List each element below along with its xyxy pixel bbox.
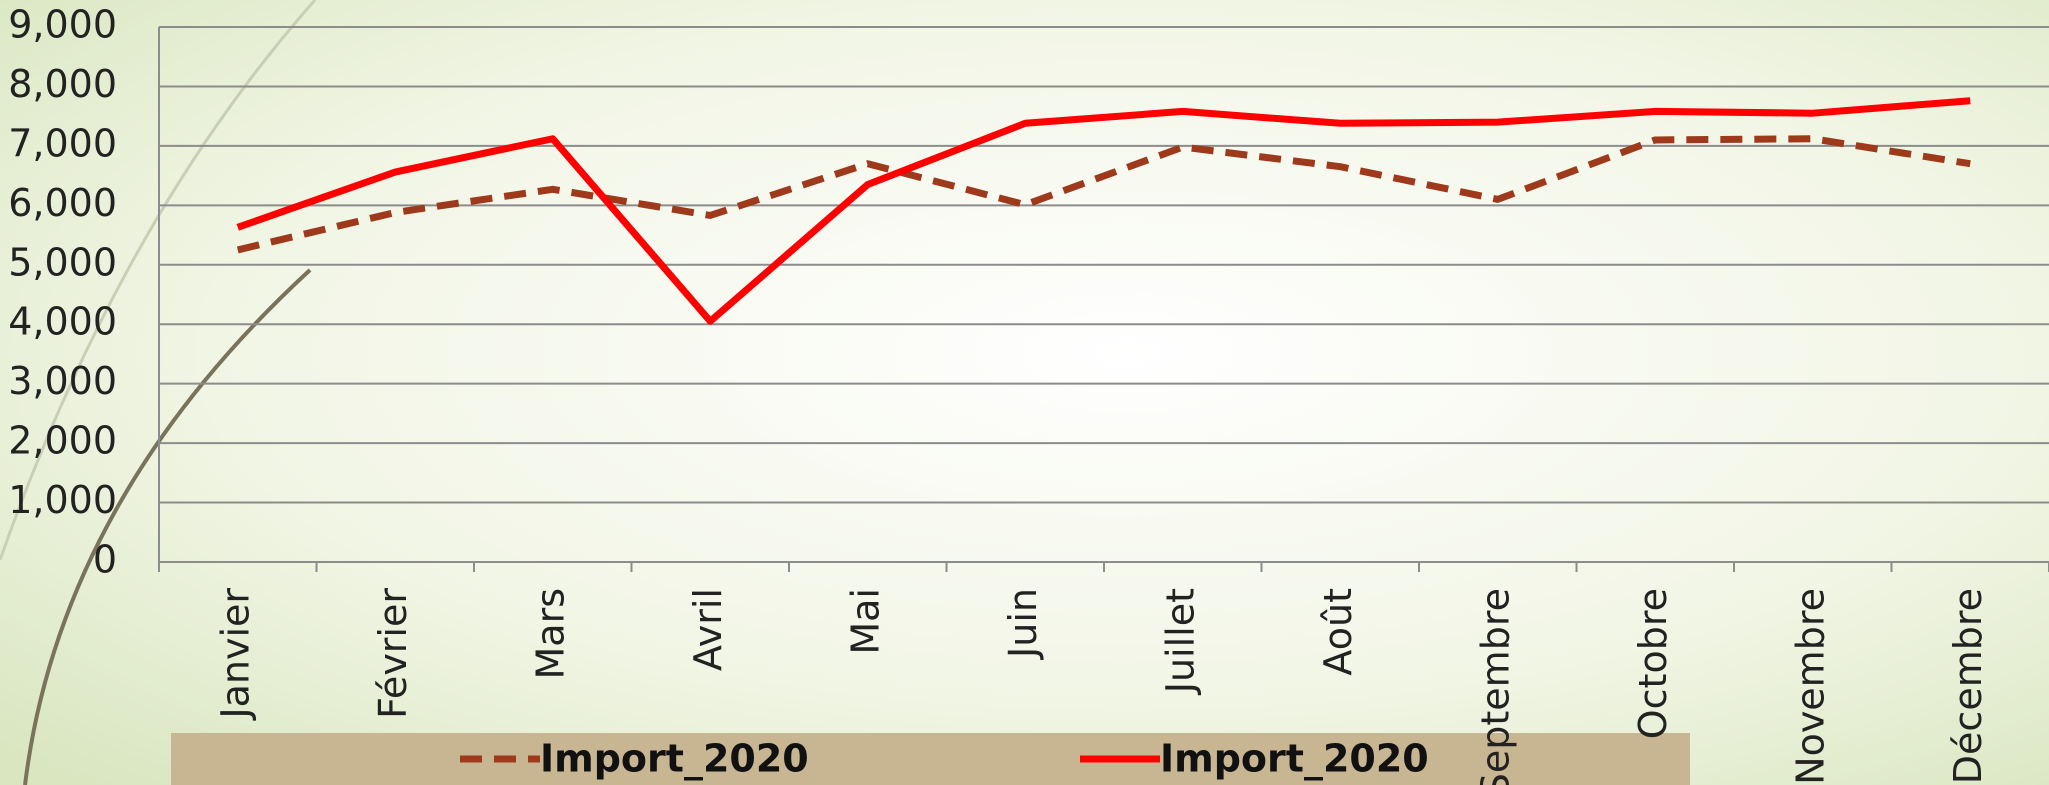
x-tick-label: Juin [1001, 588, 1045, 660]
y-tick-label: 3,000 [8, 359, 117, 403]
x-tick-label: Mars [528, 588, 572, 680]
y-tick-label: 2,000 [8, 419, 117, 463]
x-tick-label: Novembre [1788, 588, 1832, 785]
decor-arc [0, 0, 317, 561]
x-tick-label: Janvier [213, 588, 257, 721]
x-tick-label: Juillet [1158, 588, 1202, 695]
x-tick-label: Février [371, 588, 415, 719]
y-tick-label: 9,000 [8, 3, 117, 47]
y-tick-label: 0 [93, 538, 117, 582]
series-line [236, 97, 1971, 325]
x-tick-label: Avril [686, 588, 730, 671]
x-tick-label: Mai [843, 588, 887, 655]
y-tick-label: 5,000 [8, 240, 117, 284]
x-tick-label: Octobre [1631, 588, 1675, 739]
x-tick-label: Septembre [1473, 588, 1517, 785]
decor-arc [23, 268, 312, 785]
x-tick-label: Août [1316, 588, 1360, 676]
y-tick-label: 7,000 [8, 121, 117, 165]
y-tick-label: 8,000 [8, 62, 117, 106]
legend-box [171, 733, 1690, 785]
y-tick-label: 4,000 [8, 300, 117, 344]
series-line [236, 135, 1971, 254]
x-tick-label: Décembre [1946, 588, 1990, 784]
y-tick-label: 6,000 [8, 181, 117, 225]
legend-label: Import_2020 [1160, 737, 1429, 781]
legend-label: Import_2020 [540, 737, 809, 781]
y-tick-label: 1,000 [8, 478, 117, 522]
